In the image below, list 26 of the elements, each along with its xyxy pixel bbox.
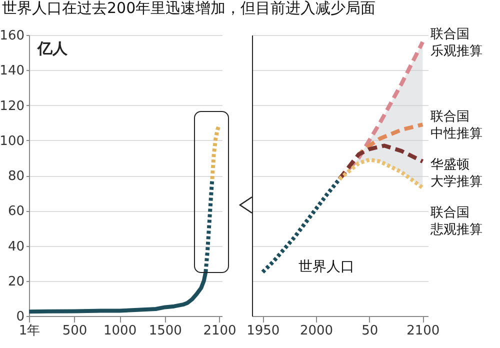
- series-label: 华盛顿大学推算: [430, 158, 483, 190]
- x-tick-label: 500: [62, 324, 88, 338]
- y-tick-label: 120: [0, 98, 24, 114]
- x-tick-label: 1000: [104, 324, 137, 338]
- y-tick-label: 40: [8, 239, 24, 254]
- y-tick-label: 0: [16, 310, 24, 324]
- x-tick-label: 2100: [203, 324, 236, 338]
- x-tick-label: 2000: [300, 324, 334, 338]
- series-label: 联合国悲观推算: [430, 206, 483, 238]
- y-tick-label: 160: [0, 28, 24, 44]
- x-tick-label: 1年: [18, 324, 40, 338]
- chart-title: 世界人口在过去200年里迅速增加，但目前进入减少局面: [2, 0, 376, 18]
- y-axis-title: 亿人: [36, 40, 68, 58]
- x-tick-label: 50: [362, 324, 378, 338]
- series-label: 世界人口: [298, 259, 355, 276]
- x-tick-label: 1950: [246, 324, 280, 338]
- x-tick-label: 2100: [406, 324, 440, 338]
- series-label: 联合国乐观推算: [430, 27, 483, 60]
- y-tick-label: 140: [0, 64, 24, 79]
- y-tick-label: 20: [8, 274, 24, 290]
- series-label: 联合国中性推算: [430, 110, 483, 142]
- line-series: [210, 122, 222, 182]
- x-tick-label: 1500: [148, 324, 182, 338]
- y-tick-label: 80: [8, 169, 24, 184]
- y-tick-label: 100: [0, 134, 24, 149]
- y-tick-label: 60: [8, 204, 24, 220]
